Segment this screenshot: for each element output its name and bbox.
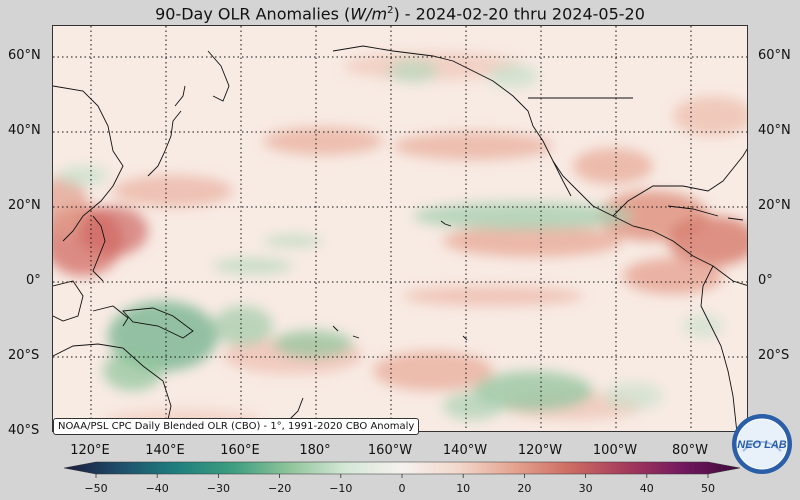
- colorbar-tick-label: −50: [84, 482, 108, 495]
- lat-label-left-eq: 0°: [26, 273, 41, 288]
- lon-label-140e: 140°E: [145, 443, 185, 458]
- colorbar: [63, 461, 741, 478]
- colorbar-gradient: [63, 461, 741, 475]
- colorbar-tick-label: 0: [398, 482, 406, 495]
- colorbar-tick-label: −30: [206, 482, 230, 495]
- title-unit-exponent: 2: [387, 5, 394, 16]
- colorbar-ticks: [95, 474, 709, 478]
- title-suffix: ) - 2024-02-20 thru 2024-05-20: [393, 4, 645, 24]
- map-title: 90-Day OLR Anomalies (W/m2) - 2024-02-20…: [0, 0, 800, 24]
- lon-label-160e: 160°E: [220, 443, 260, 458]
- lon-label-100w: 100°W: [592, 443, 638, 458]
- logo-text: NEO LAB: [737, 439, 787, 451]
- lon-label-120e: 120°E: [70, 443, 110, 458]
- data-source-credit: NOAA/PSL CPC Daily Blended OLR (CBO) - 1…: [53, 418, 420, 435]
- colorbar-tick-label: 40: [639, 482, 654, 495]
- neo-lab-logo: NEO LAB: [732, 414, 792, 474]
- title-prefix: 90-Day OLR Anomalies (: [155, 4, 351, 24]
- lat-label-right-60n: 60°N: [758, 48, 791, 63]
- colorbar-tick-label: 10: [456, 482, 471, 495]
- colorbar-tick-label: 20: [517, 482, 532, 495]
- map-canvas: [53, 26, 747, 431]
- lon-label-120w: 120°W: [517, 443, 563, 458]
- colorbar-tick-label: 30: [578, 482, 593, 495]
- lat-label-right-eq: 0°: [758, 273, 773, 288]
- title-unit: W/m: [350, 4, 388, 24]
- lon-label-140w: 140°W: [442, 443, 488, 458]
- lat-label-left-20s: 20°S: [8, 348, 40, 363]
- lat-label-right-20s: 20°S: [758, 348, 790, 363]
- anomaly-field: [53, 52, 747, 431]
- colorbar-tick-label: 50: [701, 482, 715, 495]
- lat-label-left-60n: 60°N: [8, 48, 41, 63]
- lat-label-right-40n: 40°N: [758, 123, 791, 138]
- lon-label-180: 180°: [299, 443, 331, 458]
- lon-label-80w: 80°W: [672, 443, 708, 458]
- lon-label-160w: 160°W: [367, 443, 413, 458]
- coastlines: [53, 45, 747, 431]
- lat-label-right-20n: 20°N: [758, 198, 791, 213]
- lat-label-left-20n: 20°N: [8, 198, 41, 213]
- graticule: [53, 26, 747, 431]
- colorbar-tick-label: −10: [329, 482, 353, 495]
- colorbar-tick-label: −20: [267, 482, 292, 495]
- lat-label-left-40n: 40°N: [8, 123, 41, 138]
- colorbar-tick-label: −40: [145, 482, 169, 495]
- olr-anomaly-map: [52, 25, 748, 432]
- lat-label-left-40s: 40°S: [8, 423, 40, 438]
